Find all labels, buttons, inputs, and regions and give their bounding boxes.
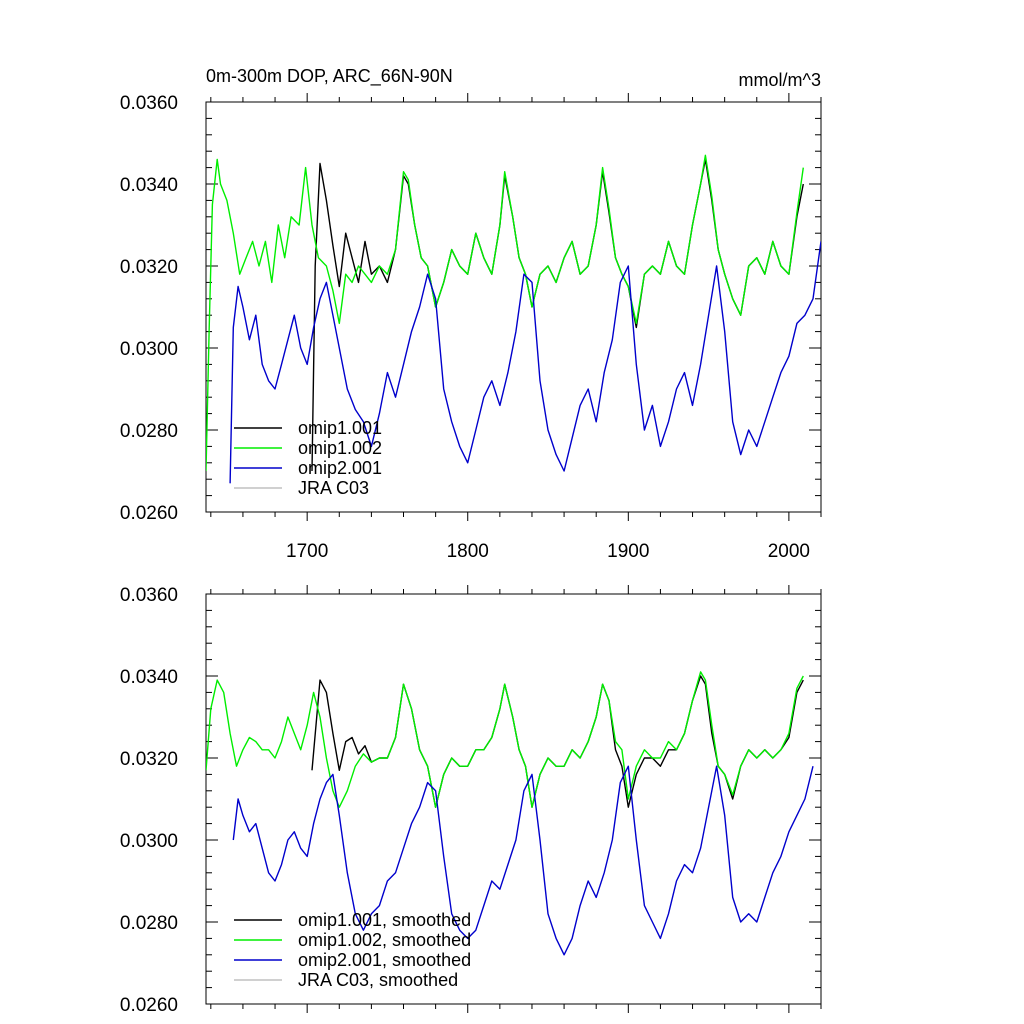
legend-label: omip1.001 <box>298 418 382 438</box>
legend-label: omip1.002 <box>298 438 382 458</box>
legend-label: JRA C03 <box>298 478 369 498</box>
legend-label: omip1.002, smoothed <box>298 930 471 950</box>
y-tick-label: 0.0360 <box>120 585 178 606</box>
panel-top: 0.0260 0.0280 0.0300 0.0320 0.0340 0.0360 1700… <box>120 66 822 562</box>
y-tick-label: 0.0300 <box>120 831 178 852</box>
y-tick-label: 0.0340 <box>120 667 178 688</box>
plot-frame <box>205 101 822 513</box>
series-line-omip1-002 <box>206 154 804 472</box>
y-tick-label: 0.0320 <box>120 749 178 770</box>
series-line-omip1-002-smoothed <box>206 671 804 808</box>
x-tick-label: 1700 <box>286 541 328 562</box>
units-label: mmol/m^3 <box>739 70 821 90</box>
y-tick-label: 0.0260 <box>120 995 178 1016</box>
series-line-omip2-001 <box>229 241 821 484</box>
x-tick-label: 1800 <box>447 541 489 562</box>
x-tick-label: 1900 <box>607 541 649 562</box>
legend-label: omip1.001, smoothed <box>298 910 471 930</box>
x-tick-label: 2000 <box>768 541 810 562</box>
legend-label: omip2.001 <box>298 458 382 478</box>
series-line-omip1-001 <box>311 158 804 472</box>
y-tick-label: 0.0340 <box>120 175 178 196</box>
y-tick-label: 0.0300 <box>120 339 178 360</box>
legend-label: omip2.001, smoothed <box>298 950 471 970</box>
plot-frame <box>205 593 822 1005</box>
panel-bottom: 0.0260 0.0280 0.0300 0.0320 0.0340 0.0360 omip… <box>120 585 822 1016</box>
chart-title: 0m-300m DOP, ARC_66N-90N <box>206 66 453 87</box>
y-tick-label: 0.0280 <box>120 913 178 934</box>
y-tick-label: 0.0260 <box>120 503 178 524</box>
legend-label: JRA C03, smoothed <box>298 970 458 990</box>
y-tick-label: 0.0280 <box>120 421 178 442</box>
y-tick-label: 0.0320 <box>120 257 178 278</box>
series-line-omip2-001-smoothed <box>232 765 814 956</box>
y-tick-label: 0.0360 <box>120 93 178 114</box>
